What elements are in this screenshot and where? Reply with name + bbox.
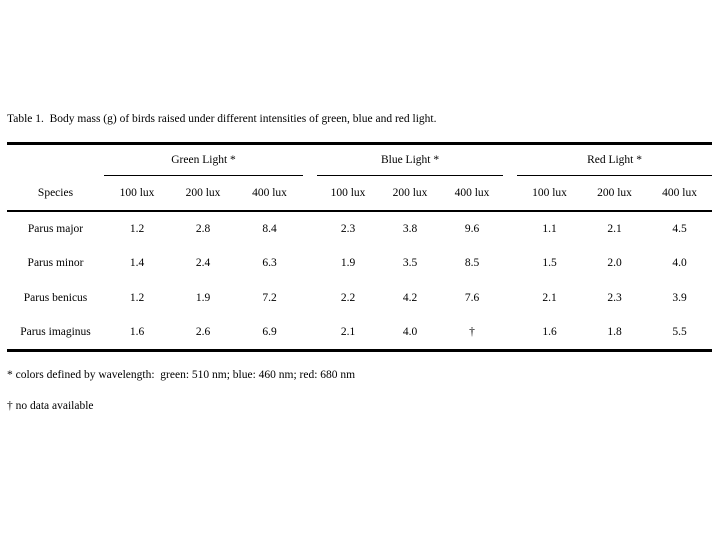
column-header-blue-400lux: 400 lux xyxy=(441,175,504,212)
column-header-blue-200lux: 200 lux xyxy=(379,175,442,212)
group-gap xyxy=(503,144,517,176)
value-cell: 2.8 xyxy=(195,222,211,235)
group-gap xyxy=(503,316,517,351)
group-gap xyxy=(503,246,517,281)
value-cell: 2.1 xyxy=(607,222,622,235)
value-cell: 4.2 xyxy=(402,292,418,304)
species-cell: Parus minor xyxy=(27,257,84,269)
column-header-row: Species 100 lux 200 lux 400 lux 100 lux … xyxy=(7,175,713,212)
value-cell: 6.9 xyxy=(262,326,277,339)
value-cell: 2.4 xyxy=(195,257,211,269)
group-gap xyxy=(303,211,317,246)
column-header-green-400lux: 400 lux xyxy=(236,175,304,212)
group-header-row: Green Light * Blue Light * Red Light * xyxy=(7,143,713,176)
group-gap xyxy=(303,316,317,351)
value-cell: 1.1 xyxy=(542,222,557,235)
value-cell: 8.5 xyxy=(464,257,480,269)
table-caption: Table 1. Body mass (g) of birds raised u… xyxy=(7,113,437,125)
group-header-red-light: Red Light * xyxy=(517,143,713,176)
value-cell: 1.4 xyxy=(129,257,145,269)
column-header-red-400lux: 400 lux xyxy=(647,175,713,212)
value-cell: 2.6 xyxy=(195,326,211,339)
value-cell: 1.9 xyxy=(340,257,356,269)
group-header-blue-light: Blue Light * xyxy=(317,143,504,176)
species-cell: Parus major xyxy=(27,222,84,235)
group-gap xyxy=(303,175,318,212)
group-gap xyxy=(303,246,317,281)
value-cell: 9.6 xyxy=(464,222,480,235)
value-cell: 7.2 xyxy=(262,292,277,304)
species-cell: Parus imaginus xyxy=(20,326,91,339)
group-gap xyxy=(303,281,317,316)
column-header-red-100lux: 100 lux xyxy=(517,175,583,212)
column-header-red-200lux: 200 lux xyxy=(582,175,648,212)
value-cell: 4.5 xyxy=(672,222,687,235)
value-cell: 3.8 xyxy=(402,222,418,235)
value-cell: 1.2 xyxy=(129,292,145,304)
body-mass-table: Green Light * Blue Light * Red Light * S… xyxy=(7,142,713,352)
table-row-parus-minor: Parus minor 1.4 2.4 6.3 1.9 3.5 8.5 1.5 … xyxy=(7,246,712,281)
group-gap xyxy=(503,211,517,246)
group-gap xyxy=(503,175,518,212)
value-cell: 2.1 xyxy=(340,326,356,339)
value-cell: 7.6 xyxy=(464,292,480,304)
table-row-parus-benicus: Parus benicus 1.2 1.9 7.2 2.2 4.2 7.6 2.… xyxy=(7,281,712,316)
group-gap xyxy=(503,281,517,316)
table-row-parus-major: Parus major 1.2 2.8 8.4 2.3 3.8 9.6 1.1 … xyxy=(7,211,712,246)
footnote-wavelength: * colors defined by wavelength: green: 5… xyxy=(7,369,356,381)
footnote-no-data: † no data available xyxy=(7,400,94,412)
value-cell: 2.0 xyxy=(607,257,622,269)
value-cell: 1.9 xyxy=(195,292,211,304)
species-cell: Parus benicus xyxy=(23,292,88,304)
column-header-green-100lux: 100 lux xyxy=(104,175,170,212)
value-cell-no-data: † xyxy=(469,326,475,339)
value-cell: 3.9 xyxy=(672,292,687,304)
value-cell: 4.0 xyxy=(402,326,418,339)
value-cell: 2.3 xyxy=(607,292,622,304)
group-gap xyxy=(303,144,317,176)
value-cell: 6.3 xyxy=(262,257,277,269)
value-cell: 5.5 xyxy=(672,326,687,339)
table-row-parus-imaginus: Parus imaginus 1.6 2.6 6.9 2.1 4.0 † 1.6… xyxy=(7,316,712,351)
species-column-header: Species xyxy=(7,175,104,212)
value-cell: 4.0 xyxy=(672,257,687,269)
value-cell: 1.5 xyxy=(542,257,557,269)
species-header-spacer xyxy=(7,144,104,176)
value-cell: 2.2 xyxy=(340,292,356,304)
value-cell: 2.1 xyxy=(542,292,557,304)
value-cell: 3.5 xyxy=(402,257,418,269)
value-cell: 2.3 xyxy=(340,222,356,235)
value-cell: 8.4 xyxy=(262,222,277,235)
column-header-green-200lux: 200 lux xyxy=(170,175,236,212)
value-cell: 1.2 xyxy=(129,222,145,235)
value-cell: 1.6 xyxy=(542,326,557,339)
value-cell: 1.8 xyxy=(607,326,622,339)
group-header-green-light: Green Light * xyxy=(104,143,304,176)
column-header-blue-100lux: 100 lux xyxy=(317,175,380,212)
value-cell: 1.6 xyxy=(129,326,145,339)
